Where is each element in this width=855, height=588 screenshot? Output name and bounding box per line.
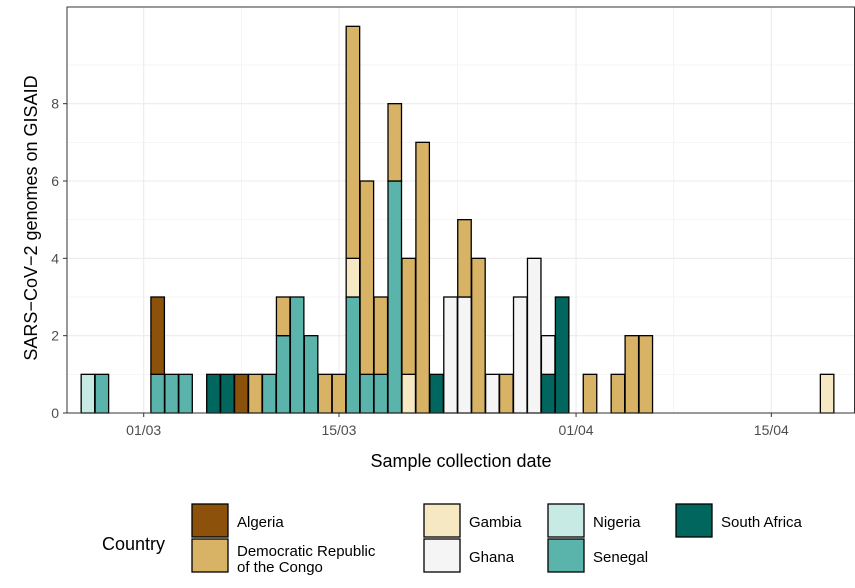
bar-segment <box>359 373 375 414</box>
legend-title: Country <box>102 534 165 554</box>
bar-segment <box>610 373 626 414</box>
bar-segment <box>457 296 472 414</box>
bar-segment <box>219 373 235 414</box>
bar-segment <box>206 373 221 414</box>
x-tick-label: 15/03 <box>321 422 356 438</box>
bar-segment <box>387 180 403 414</box>
bar-segment <box>554 296 570 414</box>
bar-segment <box>582 373 598 414</box>
bar-layer <box>80 25 835 414</box>
bar-segment <box>289 296 305 414</box>
bar-segment <box>261 373 277 414</box>
legend-label: of the Congo <box>237 559 323 576</box>
legend-key <box>423 503 461 538</box>
legend-label: Gambia <box>469 514 522 531</box>
bar-segment <box>457 219 472 298</box>
legend-key <box>547 538 585 573</box>
grid-layer <box>67 7 855 414</box>
legend-label: Algeria <box>237 514 284 531</box>
bar-segment <box>80 373 96 414</box>
legend-key <box>675 503 713 538</box>
bar-segment <box>443 296 458 414</box>
legend-label: South Africa <box>721 514 803 531</box>
bar-segment <box>275 296 291 337</box>
bar-segment <box>471 257 486 414</box>
bar-segment <box>512 296 528 414</box>
y-tick-label: 2 <box>51 328 59 344</box>
bar-segment <box>317 373 333 414</box>
y-tick-label: 6 <box>51 173 59 189</box>
bar-segment <box>150 296 166 375</box>
legend-key <box>423 538 461 573</box>
bar-segment <box>178 373 193 414</box>
bar-segment <box>345 296 361 414</box>
x-tick-label: 15/04 <box>754 422 789 438</box>
x-tick-label: 01/03 <box>126 422 161 438</box>
bar-segment <box>164 373 180 414</box>
bar-segment <box>401 257 417 375</box>
bar-segment <box>624 335 640 414</box>
bar-segment <box>303 335 319 414</box>
legend-label: Democratic Republic <box>237 543 376 560</box>
bar-segment <box>540 335 556 375</box>
legend-label: Senegal <box>593 549 648 566</box>
bar-segment <box>373 373 389 414</box>
y-tick-label: 4 <box>51 250 59 266</box>
x-axis-title: Sample collection date <box>370 451 551 471</box>
bar-segment <box>540 373 556 414</box>
legend-label: Ghana <box>469 549 515 566</box>
bar-segment <box>247 373 263 414</box>
legend-key <box>547 503 585 538</box>
bar-segment <box>331 373 347 414</box>
bar-segment <box>150 373 166 414</box>
bar-segment <box>345 257 361 298</box>
bar-segment <box>429 373 444 414</box>
y-tick-label: 8 <box>51 96 59 112</box>
bar-segment <box>373 296 389 375</box>
y-tick-label: 0 <box>51 405 59 421</box>
bar-segment <box>415 141 431 414</box>
bar-segment <box>638 335 654 414</box>
legend-label: Nigeria <box>593 514 641 531</box>
bar-segment <box>94 373 110 414</box>
bar-segment <box>233 373 249 414</box>
bar-segment <box>387 103 403 182</box>
bar-segment <box>526 257 542 414</box>
legend-key <box>191 538 229 573</box>
legend-key <box>191 503 229 538</box>
bar-segment <box>359 180 375 375</box>
axis-layer: 0 2 4 6 8 01/03 15/03 01/04 15/04 <box>51 96 789 438</box>
bar-segment <box>484 373 500 414</box>
x-tick-label: 01/04 <box>559 422 594 438</box>
bar-segment <box>401 373 417 414</box>
bar-segment <box>345 25 361 259</box>
y-axis-title: SARS−CoV−2 genomes on GISAID <box>21 75 41 360</box>
bar-segment <box>275 335 291 414</box>
bar-segment <box>498 373 514 414</box>
bar-segment <box>819 373 835 414</box>
